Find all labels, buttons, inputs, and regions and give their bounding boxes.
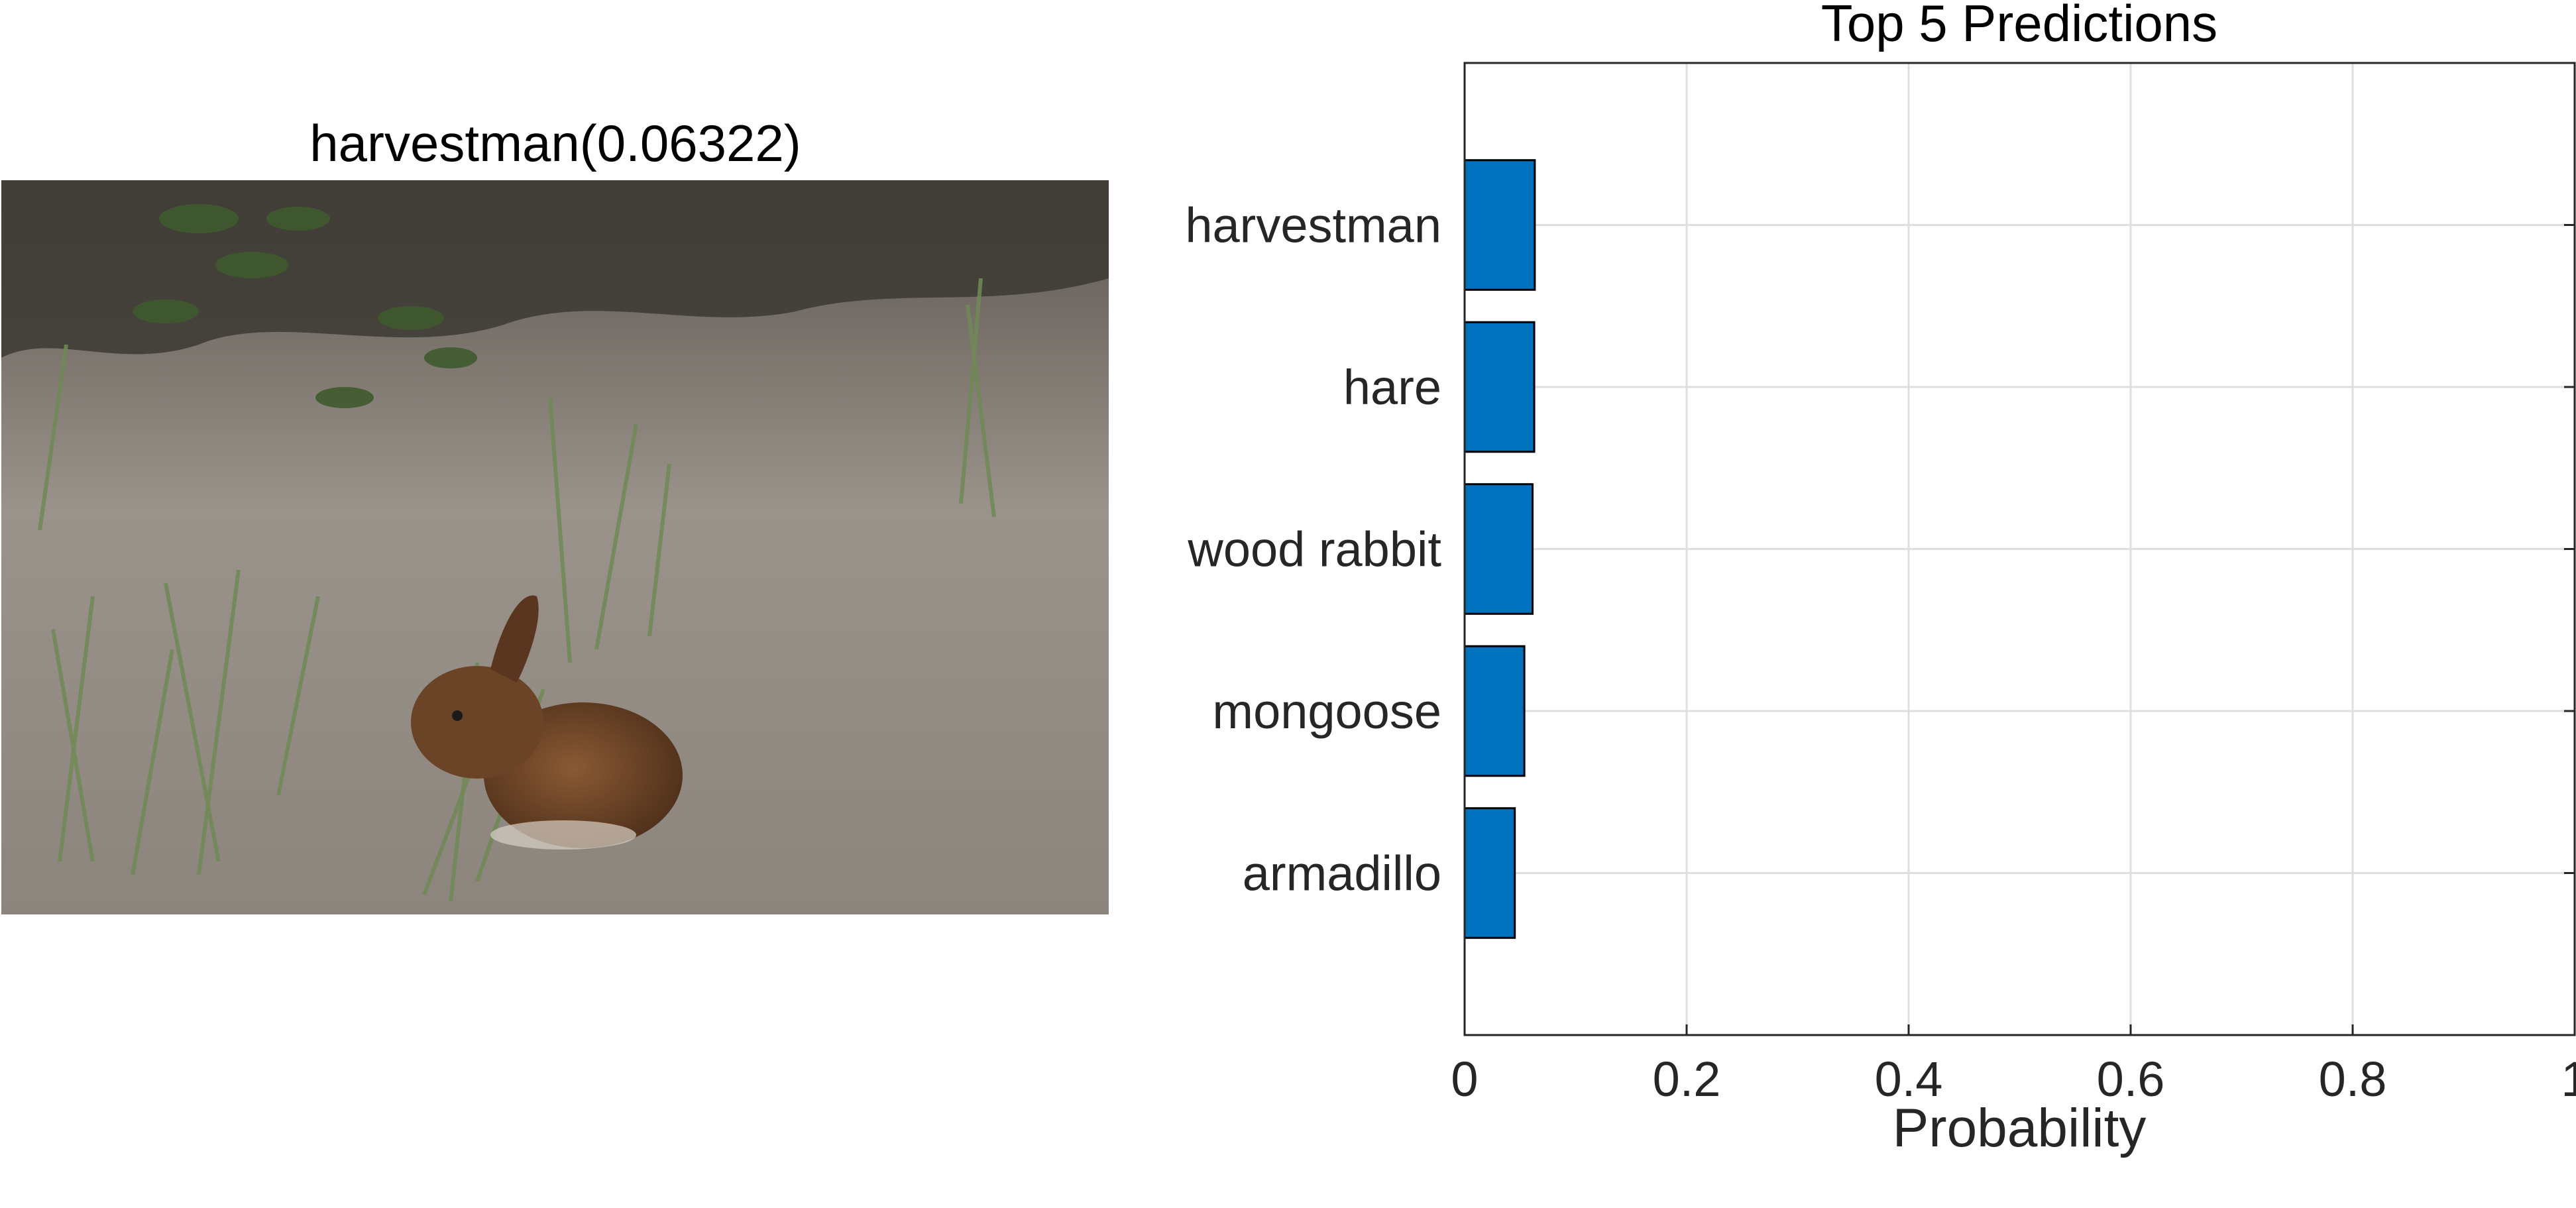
x-tick-labels: 0 0.2 0.4 0.6 0.8 1: [1451, 1052, 2576, 1107]
bar-hare: [1463, 321, 1536, 453]
y-tick-label: wood rabbit: [1187, 522, 1441, 577]
x-tick-label: 0.2: [1653, 1052, 1721, 1107]
x-tick-label: 0: [1451, 1052, 1478, 1107]
bar-harvestman: [1463, 159, 1536, 291]
bar-armadillo: [1463, 807, 1516, 939]
x-tick-label: 0.6: [2097, 1052, 2165, 1107]
y-tick-label: mongoose: [1212, 684, 1441, 739]
image-title: harvestman(0.06322): [309, 114, 801, 172]
bar-wood-rabbit: [1463, 483, 1534, 615]
x-tick-label: 0.4: [1875, 1052, 1943, 1107]
x-axis-label: Probability: [1893, 1098, 2147, 1158]
y-tick-label: hare: [1343, 360, 1441, 415]
y-tick-labels: harvestman hare wood rabbit mongoose armadil…: [1185, 198, 1441, 901]
photo: [1, 180, 1109, 914]
chart-title: Top 5 Predictions: [1821, 0, 2217, 52]
rabbit-figure: [411, 595, 683, 850]
bars: [1463, 159, 1536, 939]
grid-lines: [1463, 63, 2576, 1035]
y-tick-label: harvestman: [1185, 198, 1441, 253]
x-tick-label: 0.8: [2319, 1052, 2387, 1107]
chart-panel: Top 5 Predictions 0 0.2 0.4 0.6 0.8 1 harvest…: [1185, 0, 2576, 1158]
axes-box: [1463, 62, 2576, 1036]
y-tick-label: armadillo: [1243, 846, 1441, 901]
x-tick-label: 1: [2561, 1052, 2576, 1107]
bar-mongoose: [1463, 645, 1526, 777]
